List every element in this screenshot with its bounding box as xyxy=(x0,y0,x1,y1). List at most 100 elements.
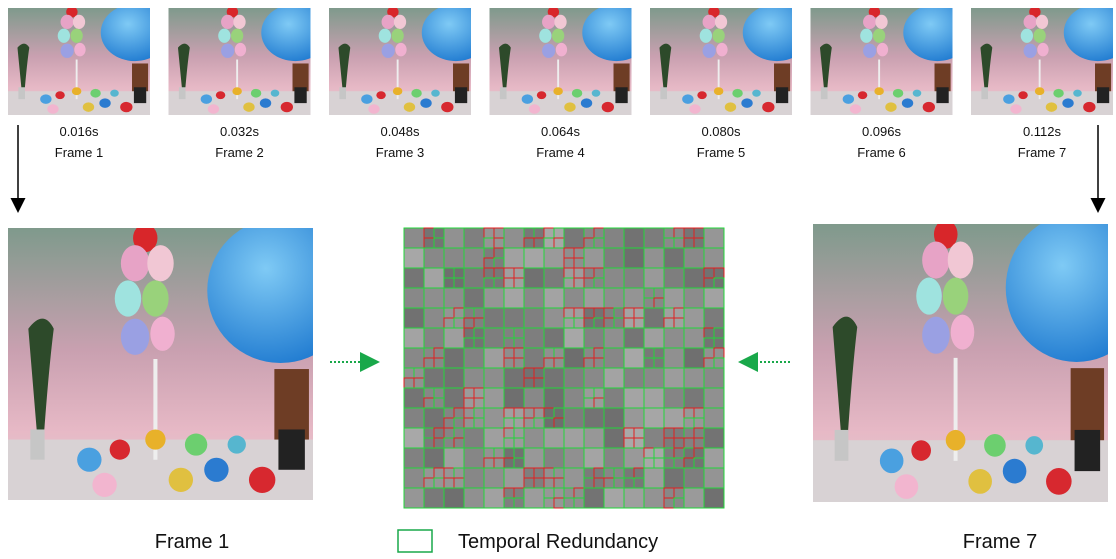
map-block xyxy=(444,448,464,468)
map-block xyxy=(624,408,644,428)
map-block xyxy=(484,408,504,428)
frame-7-image xyxy=(813,214,1116,502)
map-block xyxy=(604,248,624,268)
map-block xyxy=(584,248,604,268)
map-block xyxy=(644,388,664,408)
frame-thumbnail xyxy=(490,4,651,115)
map-block xyxy=(544,328,564,348)
map-block xyxy=(524,248,544,268)
map-block xyxy=(684,328,704,348)
map-block xyxy=(604,488,624,508)
map-block xyxy=(564,468,584,488)
map-block xyxy=(604,268,624,288)
map-block xyxy=(444,388,464,408)
map-block xyxy=(404,448,424,468)
map-block xyxy=(484,428,504,448)
map-block xyxy=(604,228,624,248)
map-block xyxy=(684,268,704,288)
map-block xyxy=(704,308,724,328)
map-block xyxy=(664,328,684,348)
map-block xyxy=(544,268,564,288)
map-block xyxy=(664,268,684,288)
map-block xyxy=(644,268,664,288)
map-block xyxy=(444,288,464,308)
frame-time: 0.016s xyxy=(59,124,99,139)
map-block xyxy=(484,488,504,508)
map-block xyxy=(464,348,484,368)
map-block xyxy=(444,368,464,388)
map-block xyxy=(604,368,624,388)
map-block xyxy=(624,248,644,268)
map-block xyxy=(444,328,464,348)
map-block xyxy=(404,408,424,428)
frame-thumbnail xyxy=(8,4,169,115)
map-block xyxy=(564,428,584,448)
frame-label: Frame 1 xyxy=(55,145,103,160)
map-block xyxy=(624,288,644,308)
map-block xyxy=(404,328,424,348)
frame-thumbnail xyxy=(169,4,330,115)
legend-label: Temporal Redundancy xyxy=(458,531,658,553)
map-block xyxy=(664,408,684,428)
map-block xyxy=(524,288,544,308)
map-block xyxy=(524,348,544,368)
frame-time: 0.048s xyxy=(380,124,420,139)
map-block xyxy=(684,288,704,308)
map-block xyxy=(564,388,584,408)
map-block xyxy=(444,248,464,268)
map-block xyxy=(524,268,544,288)
map-block xyxy=(544,368,564,388)
frame-label: Frame 3 xyxy=(376,145,424,160)
map-block xyxy=(684,368,704,388)
map-block xyxy=(664,288,684,308)
map-block xyxy=(584,428,604,448)
map-block xyxy=(544,248,564,268)
map-block xyxy=(564,328,584,348)
map-block xyxy=(484,328,504,348)
map-block xyxy=(604,328,624,348)
map-block xyxy=(544,288,564,308)
map-block xyxy=(704,248,724,268)
map-block xyxy=(444,488,464,508)
frame-label: Frame 4 xyxy=(536,145,584,160)
map-block xyxy=(424,248,444,268)
map-block xyxy=(604,448,624,468)
map-block xyxy=(524,428,544,448)
map-block xyxy=(484,348,504,368)
map-block xyxy=(484,308,504,328)
map-block xyxy=(424,328,444,348)
map-block xyxy=(504,288,524,308)
map-block xyxy=(444,228,464,248)
map-block xyxy=(584,488,604,508)
map-block xyxy=(404,228,424,248)
map-block xyxy=(484,388,504,408)
map-block xyxy=(624,448,644,468)
map-block xyxy=(624,368,644,388)
map-block xyxy=(684,348,704,368)
map-block xyxy=(584,408,604,428)
map-block xyxy=(604,388,624,408)
map-block xyxy=(604,348,624,368)
map-block xyxy=(604,408,624,428)
map-block xyxy=(704,388,724,408)
map-block xyxy=(624,328,644,348)
map-block xyxy=(684,468,704,488)
map-block xyxy=(524,448,544,468)
map-block xyxy=(604,288,624,308)
map-block xyxy=(664,468,684,488)
map-block xyxy=(464,288,484,308)
map-block xyxy=(584,448,604,468)
map-block xyxy=(404,308,424,328)
map-block xyxy=(704,448,724,468)
frame-label: Frame 6 xyxy=(857,145,905,160)
map-block xyxy=(704,228,724,248)
map-block xyxy=(704,288,724,308)
frame-thumbnail xyxy=(971,4,1116,115)
right-frame-label: Frame 7 xyxy=(963,531,1037,553)
map-block xyxy=(604,428,624,448)
map-block xyxy=(524,388,544,408)
map-block xyxy=(584,328,604,348)
map-block xyxy=(504,228,524,248)
map-block xyxy=(424,268,444,288)
map-block xyxy=(504,388,524,408)
